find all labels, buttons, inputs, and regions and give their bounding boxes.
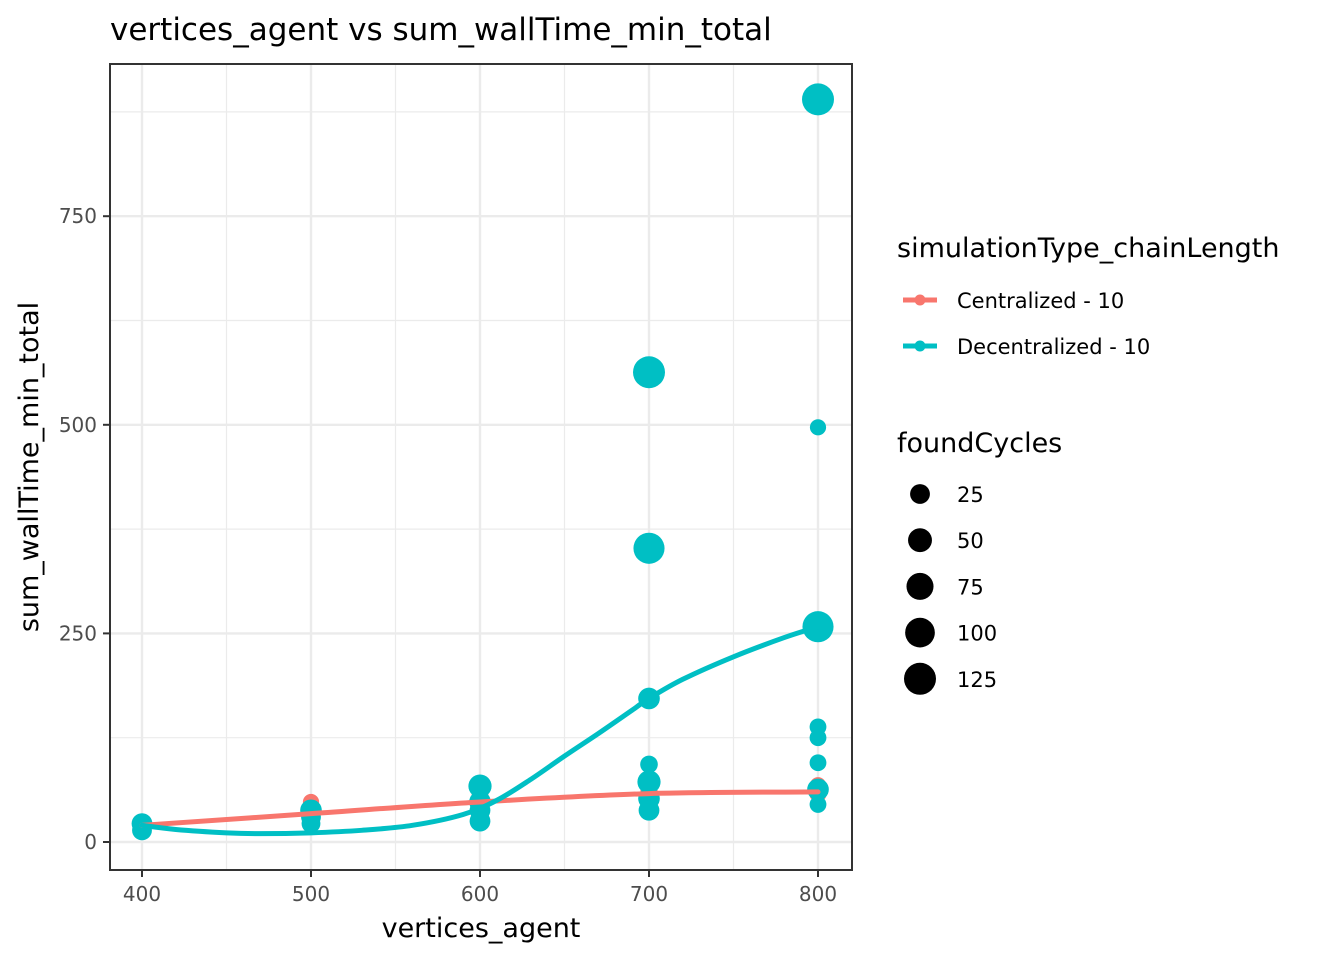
x-tick-label: 700 <box>630 882 668 906</box>
y-tick-label: 0 <box>84 830 97 854</box>
decentralized-point <box>809 729 827 747</box>
decentralized-point <box>633 532 665 564</box>
size-legend-label: 50 <box>957 529 984 553</box>
color-legend-items: Centralized - 10 Decentralized - 10 <box>903 289 1150 359</box>
decentralized-point <box>640 755 658 774</box>
color-legend: simulationType_chainLength Centralized -… <box>897 233 1280 359</box>
color-legend-dot <box>914 294 926 306</box>
color-legend-title: simulationType_chainLength <box>897 233 1280 264</box>
y-tick-label: 750 <box>59 204 97 228</box>
decentralized-point <box>633 356 665 389</box>
decentralized-point <box>802 83 834 116</box>
y-tick-label: 250 <box>59 621 97 645</box>
size-legend-dot <box>905 617 935 648</box>
x-tick-label: 500 <box>292 882 330 906</box>
decentralized-point <box>468 774 492 798</box>
size-legend-label: 25 <box>957 483 984 507</box>
size-legend-items: 25 50 75 100 125 <box>904 483 997 695</box>
size-legend: foundCycles 25 50 75 100 125 <box>897 428 1062 695</box>
decentralized-point <box>637 770 661 794</box>
color-legend-label: Centralized - 10 <box>957 289 1124 313</box>
decentralized-point <box>469 810 491 832</box>
decentralized-smooth-line <box>139 624 821 837</box>
size-legend-label: 100 <box>957 622 997 646</box>
plot-panel <box>109 63 853 871</box>
size-legend-dot <box>904 662 936 695</box>
decentralized-point <box>807 778 829 801</box>
decentralized-point <box>809 796 827 813</box>
x-axis-title: vertices_agent <box>382 913 581 944</box>
centralized-smooth-line <box>139 789 821 828</box>
decentralized-point <box>638 799 660 821</box>
size-legend-dot <box>906 572 934 600</box>
size-legend-title: foundCycles <box>897 428 1062 459</box>
color-legend-label: Decentralized - 10 <box>957 335 1150 359</box>
size-legend-label: 75 <box>957 575 984 599</box>
size-legend-dot <box>910 484 930 504</box>
smooth-lines-layer <box>139 624 821 837</box>
size-legend-dot <box>908 528 932 553</box>
chart-title: vertices_agent vs sum_wallTime_min_total <box>110 12 772 48</box>
y-tick-label: 500 <box>59 413 97 437</box>
x-axis: 400 500 600 700 800 <box>123 870 837 906</box>
y-axis-title: sum_wallTime_min_total <box>14 302 45 632</box>
color-legend-dot <box>914 340 926 352</box>
decentralized-point <box>809 419 827 436</box>
size-legend-label: 125 <box>957 668 997 692</box>
y-axis: 0 250 500 750 <box>59 204 110 854</box>
x-tick-label: 400 <box>123 882 161 906</box>
x-tick-label: 800 <box>799 882 837 906</box>
decentralized-point <box>301 807 321 827</box>
x-tick-label: 600 <box>461 882 499 906</box>
major-gridlines <box>110 64 852 870</box>
decentralized-point <box>809 754 827 772</box>
